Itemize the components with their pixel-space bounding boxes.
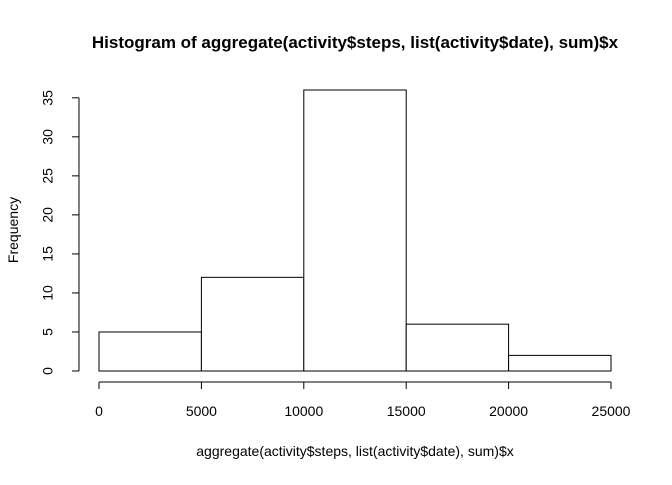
y-tick-label: 20 — [40, 207, 56, 223]
bars-layer — [98, 89, 612, 372]
y-axis: 0 5 10 15 20 25 30 35 — [40, 90, 80, 375]
x-axis: 0 5000 10000 15000 20000 25000 — [95, 381, 631, 419]
y-tick-label: 35 — [40, 90, 56, 106]
x-tick-label: 5000 — [186, 403, 217, 419]
y-tick-label: 5 — [40, 328, 56, 336]
histogram-bar — [303, 89, 407, 372]
histogram-bar — [405, 323, 510, 372]
y-tick-label: 10 — [40, 285, 56, 301]
histogram-bar — [508, 354, 612, 372]
x-axis-label: aggregate(activity$steps, list(activity$… — [196, 443, 513, 459]
x-tick-label: 10000 — [284, 403, 323, 419]
histogram-bar — [98, 331, 202, 372]
y-tick-label: 0 — [40, 367, 56, 375]
y-tick-label: 25 — [40, 168, 56, 184]
x-tick-label: 20000 — [489, 403, 528, 419]
x-tick-label: 15000 — [387, 403, 426, 419]
chart-title: Histogram of aggregate(activity$steps, l… — [92, 33, 619, 52]
y-tick-label: 15 — [40, 246, 56, 262]
y-tick-label: 30 — [40, 129, 56, 145]
x-tick-label: 0 — [95, 403, 103, 419]
y-axis-label: Frequency — [5, 197, 21, 263]
histogram-bar — [200, 276, 305, 372]
x-tick-label: 25000 — [592, 403, 631, 419]
